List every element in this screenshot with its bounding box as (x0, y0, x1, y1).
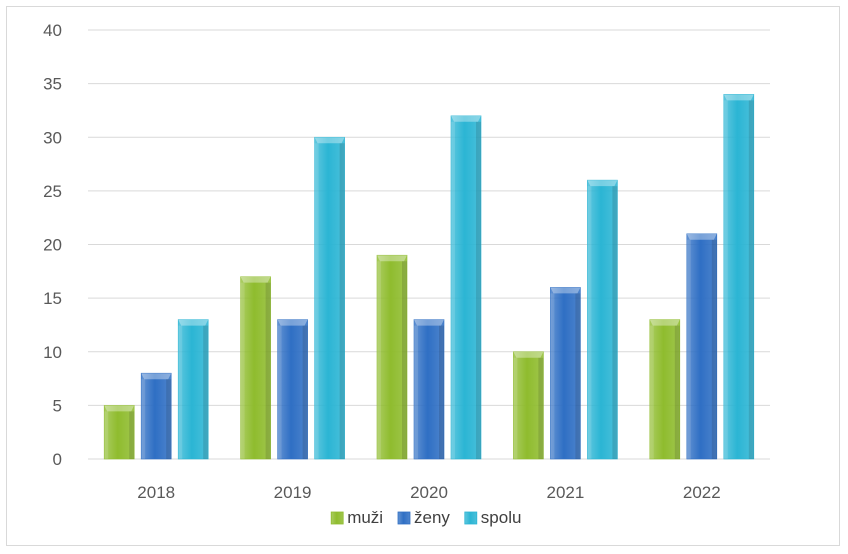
y-tick-label: 15 (43, 289, 62, 308)
bar-ženy-2019 (277, 319, 308, 460)
y-tick-label: 25 (43, 182, 62, 201)
bar-spolu-2020 (450, 115, 482, 460)
x-tick-label: 2019 (274, 483, 312, 502)
y-tick-label: 5 (53, 396, 62, 415)
y-axis-ticks: 0 5 10 15 20 25 30 35 40 (43, 21, 62, 469)
x-tick-label: 2021 (546, 483, 584, 502)
y-tick-label: 35 (43, 75, 62, 94)
y-tick-label: 30 (43, 128, 62, 147)
legend-swatch (464, 511, 478, 525)
y-tick-label: 40 (43, 21, 62, 40)
bar-spolu-2022 (723, 94, 755, 460)
bar-muži-2022 (649, 319, 681, 460)
x-tick-label: 2020 (410, 483, 448, 502)
bar-muži-2020 (376, 254, 408, 460)
bar-muži-2019 (240, 276, 271, 460)
legend-label: muži (347, 508, 383, 527)
legend-swatch (397, 511, 411, 525)
bar-spolu-2021 (587, 179, 618, 460)
y-tick-label: 10 (43, 343, 62, 362)
y-tick-label: 0 (53, 450, 62, 469)
bar-muži-2018 (103, 405, 135, 460)
bar-ženy-2018 (140, 372, 172, 460)
bar-spolu-2018 (177, 319, 209, 460)
legend-item-spolu: spolu (464, 508, 522, 527)
bar-ženy-2022 (686, 233, 718, 460)
x-tick-label: 2022 (683, 483, 721, 502)
y-tick-label: 20 (43, 236, 62, 255)
legend-item-muži: muži (330, 508, 383, 527)
bars (103, 94, 755, 460)
legend-item-ženy: ženy (397, 508, 450, 527)
bar-muži-2021 (513, 351, 544, 460)
bar-ženy-2020 (413, 319, 445, 460)
legend-swatch (330, 511, 344, 525)
x-axis-ticks: 2018 2019 2020 2021 2022 (137, 483, 720, 502)
legend-label: spolu (481, 508, 522, 527)
legend: muži ženy spolu (330, 508, 522, 527)
x-tick-label: 2018 (137, 483, 175, 502)
bar-spolu-2019 (314, 136, 345, 460)
bar-ženy-2021 (550, 287, 581, 460)
legend-label: ženy (414, 508, 450, 527)
